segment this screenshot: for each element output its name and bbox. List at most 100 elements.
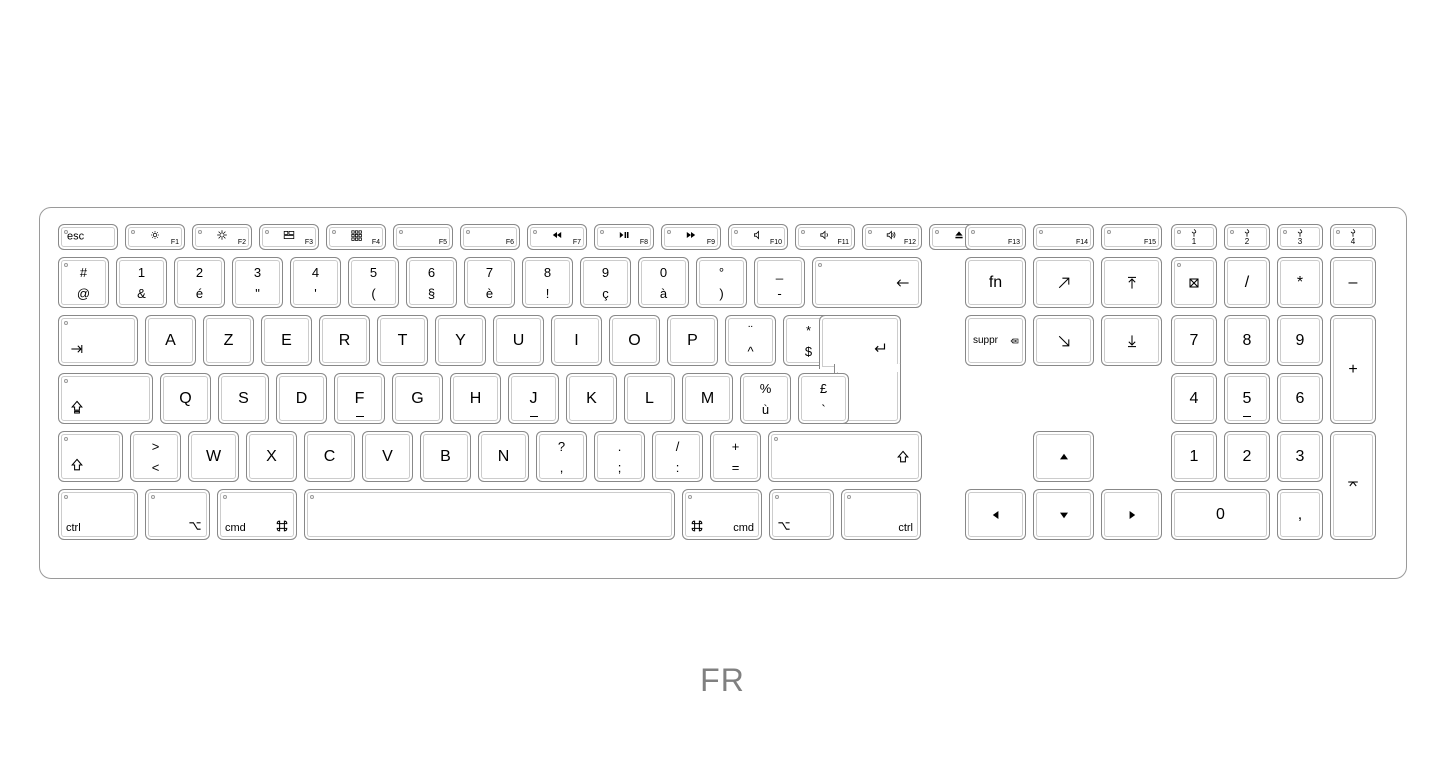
key-D[interactable]: D	[276, 373, 327, 424]
key-G[interactable]: G	[392, 373, 443, 424]
key-f1[interactable]: F1	[125, 224, 185, 250]
key-np3[interactable]: 3	[1277, 431, 1323, 482]
key-M[interactable]: M	[682, 373, 733, 424]
key-V[interactable]: V	[362, 431, 413, 482]
key-4[interactable]: 4'	[290, 257, 341, 308]
key-np2[interactable]: 2	[1224, 431, 1270, 482]
key-caps[interactable]	[58, 373, 153, 424]
key-suppr[interactable]: suppr	[965, 315, 1026, 366]
key-f8[interactable]: F8	[594, 224, 654, 250]
key-np8[interactable]: 8	[1224, 315, 1270, 366]
key-F[interactable]: F	[334, 373, 385, 424]
key-np9[interactable]: 9	[1277, 315, 1323, 366]
key-np-enter[interactable]	[1330, 431, 1376, 540]
key-C[interactable]: C	[304, 431, 355, 482]
key-percent[interactable]: %ù	[740, 373, 791, 424]
key-X[interactable]: X	[246, 431, 297, 482]
key-down[interactable]	[1033, 489, 1094, 540]
key-A[interactable]: A	[145, 315, 196, 366]
key-numlock[interactable]	[1171, 257, 1217, 308]
key-home[interactable]	[1033, 257, 1094, 308]
key-backspace[interactable]	[812, 257, 922, 308]
key-space[interactable]	[304, 489, 675, 540]
key-7[interactable]: 7è	[464, 257, 515, 308]
key-ralt[interactable]	[769, 489, 834, 540]
key-B[interactable]: B	[420, 431, 471, 482]
key-f11[interactable]: F11	[795, 224, 855, 250]
key-degree[interactable]: °)	[696, 257, 747, 308]
key-circ[interactable]: ¨^	[725, 315, 776, 366]
key-bt1[interactable]: 1	[1171, 224, 1217, 250]
key-plus[interactable]: +=	[710, 431, 761, 482]
key-np-plus[interactable]: +	[1330, 315, 1376, 424]
key-minus[interactable]: _-	[754, 257, 805, 308]
key-bt2[interactable]: 2	[1224, 224, 1270, 250]
key-f6[interactable]: F6	[460, 224, 520, 250]
key-esc[interactable]: esc	[58, 224, 118, 250]
key-pgdn[interactable]	[1101, 315, 1162, 366]
key-R[interactable]: R	[319, 315, 370, 366]
key-np-minus[interactable]: –	[1330, 257, 1376, 308]
key-9[interactable]: 9ç	[580, 257, 631, 308]
key-bt4[interactable]: 4	[1330, 224, 1376, 250]
key-f4[interactable]: F4	[326, 224, 386, 250]
key-6[interactable]: 6§	[406, 257, 457, 308]
key-I[interactable]: I	[551, 315, 602, 366]
key-T[interactable]: T	[377, 315, 428, 366]
key-np7[interactable]: 7	[1171, 315, 1217, 366]
key-0[interactable]: 0à	[638, 257, 689, 308]
key-dot[interactable]: .;	[594, 431, 645, 482]
key-Q[interactable]: Q	[160, 373, 211, 424]
key-np5[interactable]: 5	[1224, 373, 1270, 424]
key-E[interactable]: E	[261, 315, 312, 366]
key-5[interactable]: 5(	[348, 257, 399, 308]
key-f5[interactable]: F5	[393, 224, 453, 250]
key-left[interactable]	[965, 489, 1026, 540]
key-Z[interactable]: Z	[203, 315, 254, 366]
key-f14[interactable]: F14	[1033, 224, 1094, 250]
key-np4[interactable]: 4	[1171, 373, 1217, 424]
key-P[interactable]: P	[667, 315, 718, 366]
key-rctrl[interactable]: ctrl	[841, 489, 921, 540]
key-f15[interactable]: F15	[1101, 224, 1162, 250]
key-lcmd[interactable]: cmd	[217, 489, 297, 540]
key-2[interactable]: 2é	[174, 257, 225, 308]
key-lalt[interactable]	[145, 489, 210, 540]
key-at[interactable]: #@	[58, 257, 109, 308]
key-rshift[interactable]	[768, 431, 922, 482]
key-N[interactable]: N	[478, 431, 529, 482]
key-np0[interactable]: 0	[1171, 489, 1270, 540]
key-3[interactable]: 3"	[232, 257, 283, 308]
key-L[interactable]: L	[624, 373, 675, 424]
key-end[interactable]	[1033, 315, 1094, 366]
key-O[interactable]: O	[609, 315, 660, 366]
key-up[interactable]	[1033, 431, 1094, 482]
key-angle[interactable]: ><	[130, 431, 181, 482]
key-W[interactable]: W	[188, 431, 239, 482]
key-f10[interactable]: F10	[728, 224, 788, 250]
key-pound[interactable]: £`	[798, 373, 849, 424]
key-f9[interactable]: F9	[661, 224, 721, 250]
key-question[interactable]: ?,	[536, 431, 587, 482]
key-npcomma[interactable]: ,	[1277, 489, 1323, 540]
key-J[interactable]: J	[508, 373, 559, 424]
key-f12[interactable]: F12	[862, 224, 922, 250]
key-pgup[interactable]	[1101, 257, 1162, 308]
key-f2[interactable]: F2	[192, 224, 252, 250]
key-U[interactable]: U	[493, 315, 544, 366]
key-np-slash[interactable]: /	[1224, 257, 1270, 308]
key-rcmd[interactable]: cmd	[682, 489, 762, 540]
key-bt3[interactable]: 3	[1277, 224, 1323, 250]
key-tab[interactable]	[58, 315, 138, 366]
key-slash[interactable]: /:	[652, 431, 703, 482]
key-H[interactable]: H	[450, 373, 501, 424]
key-lctrl[interactable]: ctrl	[58, 489, 138, 540]
key-np-star[interactable]: *	[1277, 257, 1323, 308]
key-np1[interactable]: 1	[1171, 431, 1217, 482]
key-1[interactable]: 1&	[116, 257, 167, 308]
key-S[interactable]: S	[218, 373, 269, 424]
key-right[interactable]	[1101, 489, 1162, 540]
key-8[interactable]: 8!	[522, 257, 573, 308]
key-np6[interactable]: 6	[1277, 373, 1323, 424]
key-K[interactable]: K	[566, 373, 617, 424]
